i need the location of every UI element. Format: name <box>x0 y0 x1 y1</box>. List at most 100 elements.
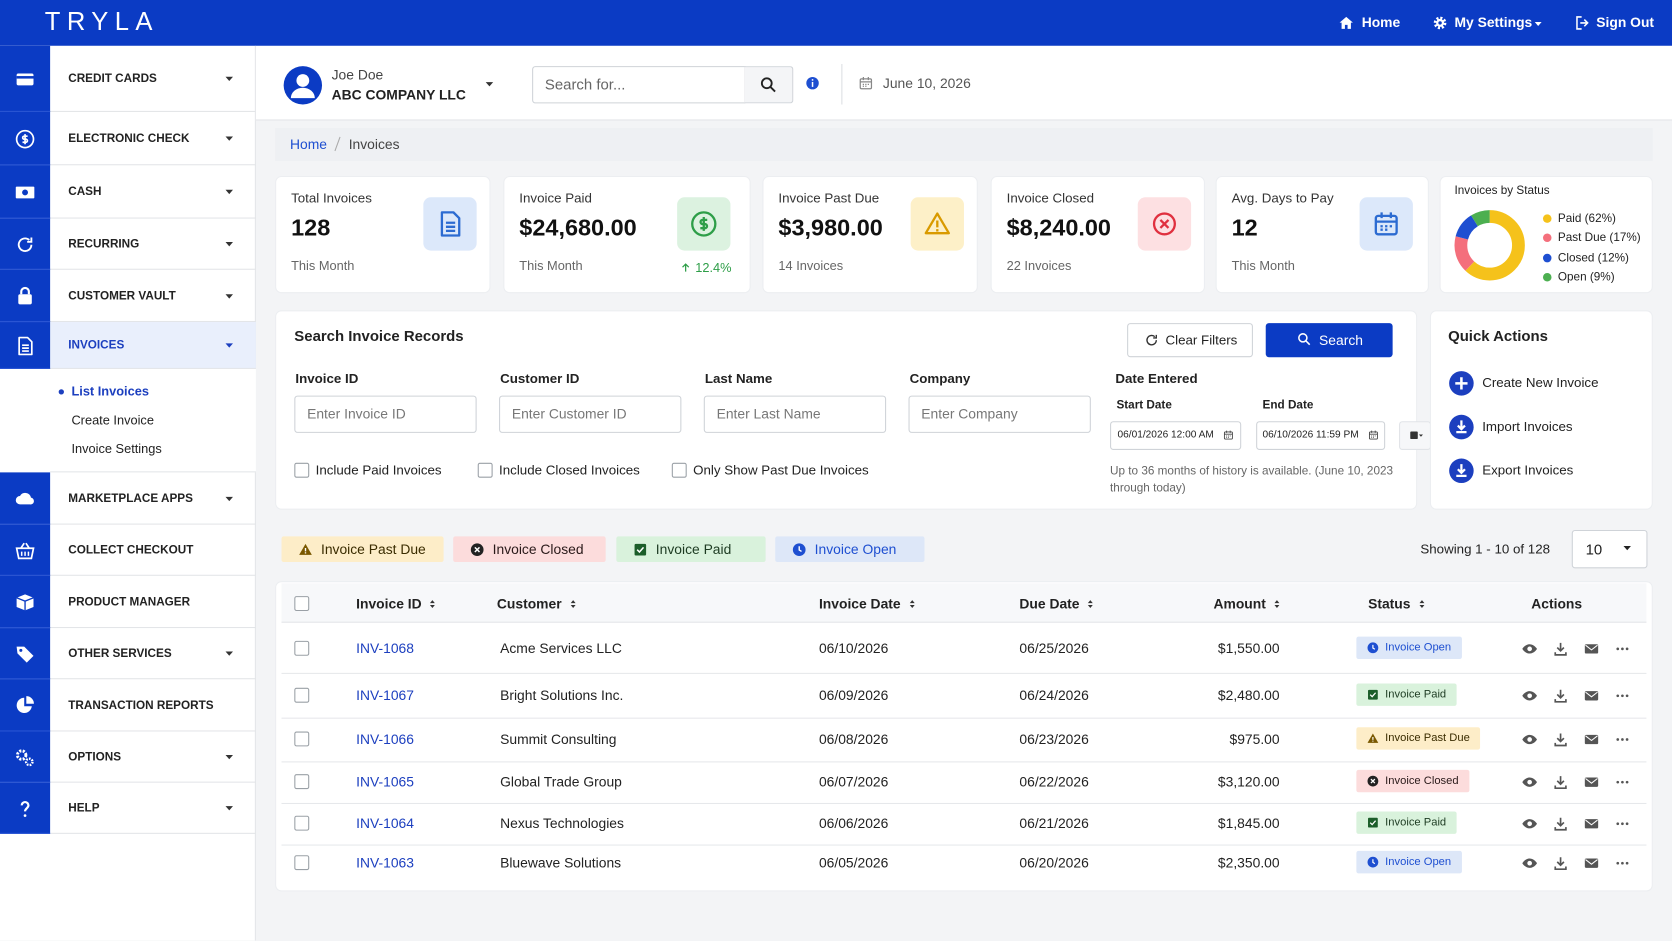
quick-action-link[interactable]: Import Invoices <box>1482 419 1573 434</box>
search-button[interactable] <box>744 66 794 104</box>
date-input[interactable] <box>1256 421 1386 450</box>
column-header[interactable]: Customer <box>496 595 562 612</box>
date-input[interactable] <box>1110 421 1242 450</box>
quick-action-icon[interactable] <box>1448 414 1474 439</box>
row-action-icon[interactable] <box>1614 640 1630 656</box>
sort-icon[interactable] <box>567 598 579 610</box>
sidebar-row[interactable] <box>50 112 256 166</box>
row-action-icon[interactable] <box>1583 731 1599 747</box>
nav-link[interactable]: Home <box>1361 14 1401 31</box>
invoice-link[interactable]: INV-1063 <box>356 854 414 871</box>
sidebar-item[interactable]: INVOICES <box>68 339 125 352</box>
invoice-link[interactable]: INV-1066 <box>356 730 414 747</box>
sidebar-row[interactable] <box>50 732 256 783</box>
filter-checkbox[interactable] <box>477 462 493 478</box>
row-checkbox[interactable] <box>294 687 310 703</box>
sort-icon[interactable] <box>906 598 918 610</box>
text-input[interactable] <box>908 395 1091 433</box>
row-action-icon[interactable] <box>1552 640 1568 656</box>
sidebar-row[interactable] <box>50 525 256 576</box>
status-chip[interactable] <box>281 536 444 562</box>
row-action-icon[interactable] <box>1552 774 1568 790</box>
sidebar-row[interactable] <box>50 628 256 680</box>
sidebar-item[interactable]: CUSTOMER VAULT <box>68 289 176 303</box>
quick-action-icon[interactable] <box>1448 457 1474 483</box>
quick-action-link[interactable]: Export Invoices <box>1482 462 1574 478</box>
sort-icon[interactable] <box>426 598 438 610</box>
sort-icon[interactable] <box>1271 598 1283 610</box>
text-input[interactable] <box>294 395 477 433</box>
nav-link[interactable]: Sign Out <box>1596 14 1655 31</box>
sidebar-item[interactable]: MARKETPLACE APPS <box>68 492 193 505</box>
sidebar-row[interactable] <box>50 219 256 270</box>
sidebar-row[interactable] <box>50 576 256 629</box>
column-header[interactable]: Due Date <box>1019 595 1080 612</box>
quick-action-link[interactable]: Create New Invoice <box>1482 375 1599 391</box>
submenu-item[interactable]: Invoice Settings <box>71 441 162 457</box>
row-checkbox[interactable] <box>294 855 310 871</box>
filter-checkbox[interactable] <box>671 462 687 478</box>
filter-checkbox[interactable] <box>294 462 310 478</box>
sidebar-item[interactable]: RECURRING <box>68 237 140 251</box>
row-action-icon[interactable] <box>1583 687 1599 703</box>
sidebar-item[interactable]: COLLECT CHECKOUT <box>68 543 194 557</box>
sidebar-item[interactable]: CREDIT CARDS <box>68 72 157 86</box>
row-action-icon[interactable] <box>1614 855 1630 871</box>
row-action-icon[interactable] <box>1583 774 1599 790</box>
row-checkbox[interactable] <box>294 640 310 656</box>
sidebar-item[interactable]: HELP <box>68 801 100 815</box>
breadcrumb-link[interactable]: Home <box>290 135 328 152</box>
row-action-icon[interactable] <box>1552 855 1568 871</box>
sidebar-row[interactable] <box>50 165 256 219</box>
submenu-item[interactable]: Create Invoice <box>71 412 154 428</box>
sidebar-item[interactable]: TRANSACTION REPORTS <box>68 698 214 712</box>
account-caret[interactable] <box>483 78 496 91</box>
per-page-select[interactable] <box>1571 529 1648 569</box>
row-checkbox[interactable] <box>294 815 310 831</box>
info-icon[interactable] <box>805 76 820 91</box>
row-action-icon[interactable] <box>1521 815 1537 831</box>
row-action-icon[interactable] <box>1521 855 1537 871</box>
invoice-link[interactable]: INV-1067 <box>356 687 414 704</box>
sidebar-item[interactable]: OTHER SERVICES <box>68 647 172 661</box>
row-action-icon[interactable] <box>1583 640 1599 656</box>
text-input[interactable] <box>499 395 682 433</box>
row-action-icon[interactable] <box>1614 731 1630 747</box>
invoice-link[interactable]: INV-1065 <box>356 773 414 790</box>
text-input[interactable] <box>703 395 887 433</box>
row-action-icon[interactable] <box>1583 815 1599 831</box>
invoice-link[interactable]: INV-1068 <box>356 640 414 657</box>
row-action-icon[interactable] <box>1521 640 1537 656</box>
submenu-item[interactable]: List Invoices <box>71 383 149 399</box>
row-action-icon[interactable] <box>1583 855 1599 871</box>
row-action-icon[interactable] <box>1614 687 1630 703</box>
sort-icon[interactable] <box>1416 598 1428 610</box>
column-header[interactable]: Invoice Date <box>818 595 901 612</box>
row-checkbox[interactable] <box>294 731 310 747</box>
row-checkbox[interactable] <box>294 774 310 790</box>
sidebar-item[interactable]: CASH <box>68 185 102 199</box>
sidebar-item[interactable]: ELECTRONIC CHECK <box>68 132 190 146</box>
sort-icon[interactable] <box>1084 598 1096 610</box>
row-action-icon[interactable] <box>1552 731 1568 747</box>
column-header[interactable]: Amount <box>1213 595 1266 612</box>
sidebar-row[interactable] <box>50 679 256 732</box>
row-action-icon[interactable] <box>1521 731 1537 747</box>
sidebar-item[interactable]: PRODUCT MANAGER <box>68 595 191 609</box>
row-action-icon[interactable] <box>1614 774 1630 790</box>
sidebar-row[interactable] <box>50 783 256 834</box>
sidebar-row[interactable] <box>50 472 256 525</box>
quick-action-icon[interactable] <box>1448 370 1474 396</box>
search-input[interactable] <box>532 66 746 104</box>
sidebar-row[interactable] <box>50 46 256 112</box>
column-header[interactable]: Invoice ID <box>356 595 422 612</box>
nav-link[interactable]: My Settings <box>1454 14 1533 31</box>
sidebar-row[interactable] <box>50 322 256 369</box>
sidebar-item[interactable]: OPTIONS <box>68 750 122 764</box>
search-submit-button[interactable] <box>1265 323 1393 358</box>
row-action-icon[interactable] <box>1614 815 1630 831</box>
row-action-icon[interactable] <box>1552 687 1568 703</box>
row-action-icon[interactable] <box>1521 774 1537 790</box>
column-header[interactable]: Status <box>1368 595 1411 612</box>
select-all-checkbox[interactable] <box>294 596 310 612</box>
